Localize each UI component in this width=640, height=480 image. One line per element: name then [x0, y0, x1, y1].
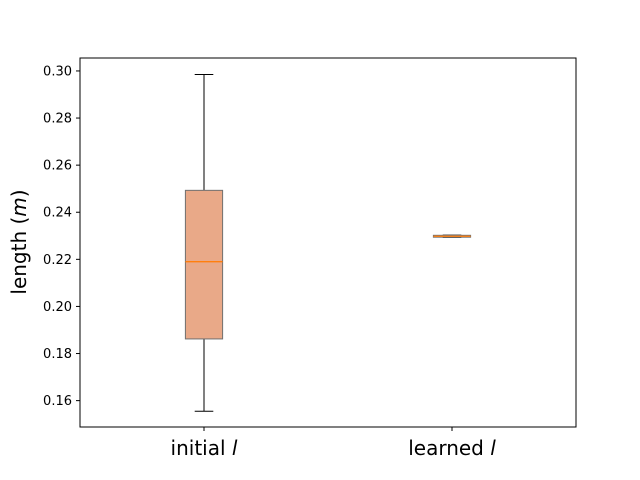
- y-tick-label: 0.30: [43, 64, 72, 79]
- x-category-label: learned l: [408, 436, 496, 460]
- boxes-layer: [184, 73, 472, 412]
- box-group: [184, 73, 224, 412]
- y-tick-label: 0.16: [43, 394, 72, 409]
- y-tick-label: 0.18: [43, 347, 72, 362]
- y-tick-label: 0.22: [43, 253, 72, 268]
- y-tick-label: 0.20: [43, 300, 72, 315]
- y-tick-label: 0.26: [43, 159, 72, 174]
- plot-area: [79, 57, 577, 428]
- y-tick-label: 0.28: [43, 112, 72, 127]
- y-axis-title: length (m): [7, 189, 31, 294]
- y-tick-label: 0.24: [43, 206, 72, 221]
- plot-frame: [79, 57, 577, 428]
- x-axis: initial l learned l: [171, 427, 496, 460]
- box-group: [432, 234, 472, 238]
- x-category-label: initial l: [171, 436, 238, 460]
- y-axis: 0.16 0.18 0.20 0.22 0.24 0.26 0.28 0.30: [43, 64, 80, 409]
- box-iqr: [184, 189, 224, 340]
